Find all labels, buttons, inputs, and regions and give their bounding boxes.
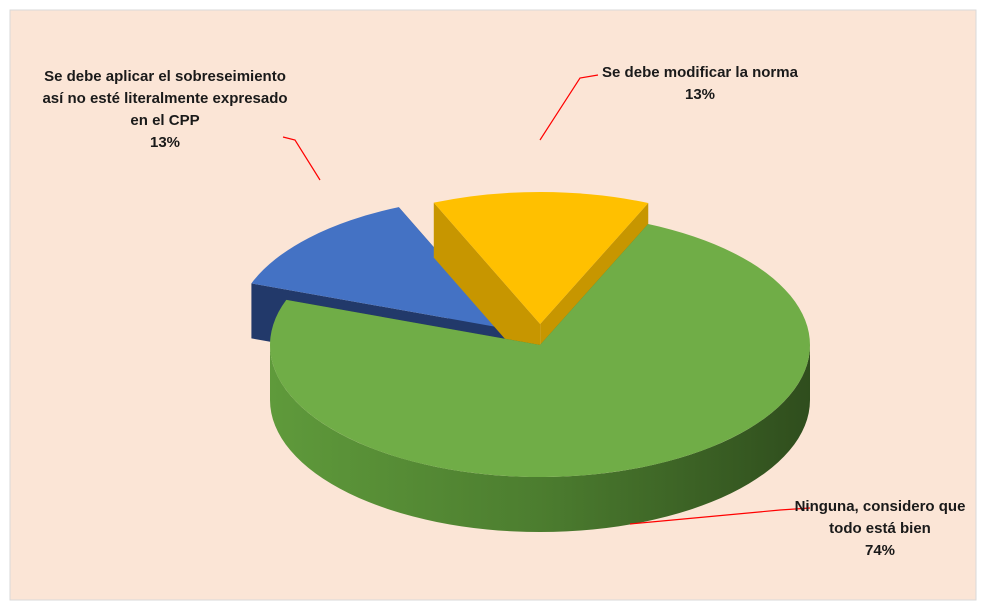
label-name: Se debe modificar la norma (602, 64, 798, 81)
slice-side (270, 345, 810, 532)
leader-line (629, 507, 811, 525)
label-value: 74% (864, 542, 896, 559)
slice-top (433, 192, 649, 325)
label-value: 13% (684, 86, 716, 103)
leader-line (539, 74, 599, 141)
label-name: Se debe aplicar el sobreseimiento así no… (42, 68, 288, 129)
slice-wall (433, 202, 541, 380)
slice-top (251, 207, 506, 329)
leader-line (282, 136, 321, 181)
slice-label: Se debe modificar la norma 13% (600, 62, 800, 106)
label-value: 13% (149, 134, 181, 151)
label-name: Ninguna, considero que todo está bien (794, 498, 966, 537)
slice-label: Se debe aplicar el sobreseimiento así no… (40, 66, 290, 154)
slice-top (269, 224, 810, 477)
slice (269, 224, 810, 532)
slice-label: Ninguna, considero que todo está bien 74% (790, 496, 970, 562)
